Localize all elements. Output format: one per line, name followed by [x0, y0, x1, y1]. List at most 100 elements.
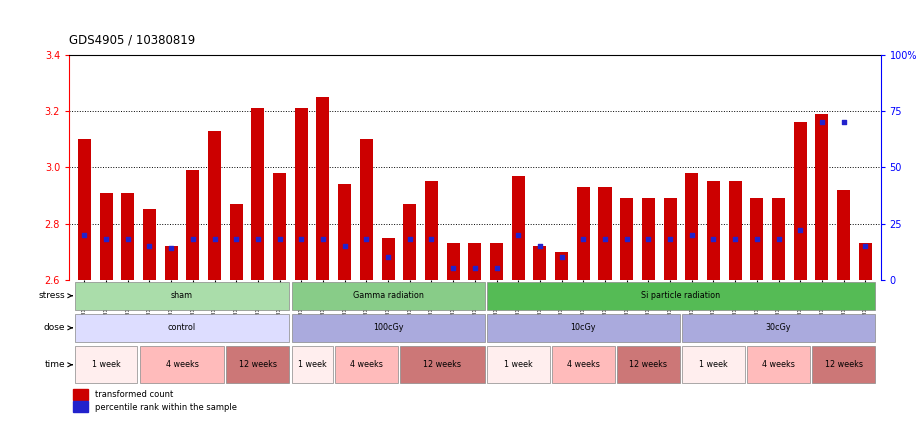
FancyBboxPatch shape [487, 314, 680, 342]
Bar [858, 243, 872, 280]
Bar [490, 243, 503, 280]
Point [402, 236, 417, 243]
Bar [403, 204, 416, 280]
FancyBboxPatch shape [291, 282, 485, 310]
Bar [295, 108, 308, 280]
Text: percentile rank within the sample: percentile rank within the sample [95, 403, 237, 412]
Bar [143, 209, 156, 280]
Point [641, 236, 656, 243]
Point [315, 236, 330, 243]
Bar [186, 170, 199, 280]
FancyBboxPatch shape [75, 314, 290, 342]
Point [424, 236, 439, 243]
Bar [468, 243, 481, 280]
FancyBboxPatch shape [291, 346, 333, 383]
Point [814, 119, 829, 126]
Text: Si particle radiation: Si particle radiation [642, 291, 720, 300]
Text: 4 weeks: 4 weeks [350, 360, 383, 369]
Point [207, 236, 222, 243]
Point [359, 236, 373, 243]
Point [337, 243, 352, 250]
Text: 12 weeks: 12 weeks [239, 360, 277, 369]
Point [576, 236, 591, 243]
FancyBboxPatch shape [227, 346, 290, 383]
Bar [425, 181, 438, 280]
Text: 12 weeks: 12 weeks [423, 360, 461, 369]
FancyBboxPatch shape [552, 346, 615, 383]
Point [750, 236, 764, 243]
Point [490, 265, 504, 272]
Bar [100, 192, 112, 280]
Point [251, 236, 266, 243]
FancyBboxPatch shape [617, 346, 680, 383]
Text: 1 week: 1 week [699, 360, 727, 369]
Text: stress: stress [39, 291, 65, 300]
Point [77, 231, 91, 238]
Bar [338, 184, 351, 280]
Bar [534, 246, 547, 280]
FancyBboxPatch shape [335, 346, 397, 383]
Point [99, 236, 113, 243]
FancyBboxPatch shape [139, 346, 224, 383]
Bar [728, 181, 741, 280]
Point [381, 254, 396, 261]
Text: transformed count: transformed count [95, 390, 173, 399]
Bar [772, 198, 785, 280]
Bar [446, 243, 460, 280]
Bar [273, 173, 286, 280]
Point [771, 236, 786, 243]
Point [467, 265, 482, 272]
Point [706, 236, 721, 243]
Text: GDS4905 / 10380819: GDS4905 / 10380819 [69, 33, 195, 47]
Point [121, 236, 136, 243]
Point [164, 245, 179, 252]
Point [727, 236, 742, 243]
Text: 4 weeks: 4 weeks [166, 360, 198, 369]
Text: time: time [44, 360, 65, 369]
Text: 1 week: 1 week [503, 360, 533, 369]
Bar [382, 238, 395, 280]
Point [684, 231, 699, 238]
Text: sham: sham [171, 291, 193, 300]
Text: dose: dose [43, 323, 65, 332]
Point [533, 243, 548, 250]
Point [858, 243, 873, 250]
Point [229, 236, 243, 243]
Bar [77, 139, 91, 280]
Bar [598, 187, 611, 280]
Point [142, 243, 157, 250]
Point [445, 265, 460, 272]
Bar [316, 97, 329, 280]
Bar [664, 198, 677, 280]
Bar [73, 389, 88, 399]
Text: 30cGy: 30cGy [766, 323, 791, 332]
Point [793, 227, 808, 233]
Point [663, 236, 678, 243]
Bar [621, 198, 633, 280]
Bar [208, 131, 221, 280]
FancyBboxPatch shape [747, 346, 810, 383]
Bar [685, 173, 698, 280]
Text: control: control [168, 323, 196, 332]
FancyBboxPatch shape [400, 346, 485, 383]
Point [554, 254, 569, 261]
Bar [230, 204, 242, 280]
Bar [360, 139, 372, 280]
FancyBboxPatch shape [75, 346, 137, 383]
Point [620, 236, 634, 243]
Bar [577, 187, 590, 280]
Text: 10cGy: 10cGy [571, 323, 596, 332]
Bar [121, 192, 135, 280]
Bar [165, 246, 178, 280]
Point [511, 231, 526, 238]
Point [185, 236, 200, 243]
Point [836, 119, 851, 126]
FancyBboxPatch shape [487, 346, 550, 383]
Bar [642, 198, 655, 280]
Text: 4 weeks: 4 weeks [567, 360, 599, 369]
Bar [837, 190, 850, 280]
FancyBboxPatch shape [487, 282, 875, 310]
Bar [794, 122, 807, 280]
Point [272, 236, 287, 243]
Bar [751, 198, 763, 280]
